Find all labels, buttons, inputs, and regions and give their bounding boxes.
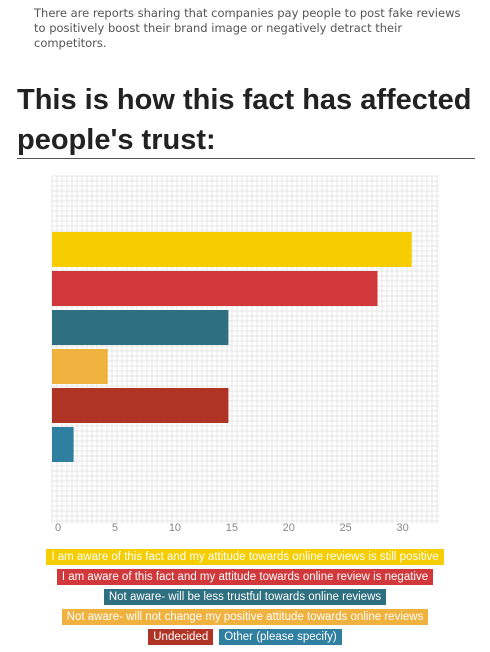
bar-aware-negative[interactable] [52, 271, 378, 306]
legend-row: I am aware of this fact and my attitude … [46, 549, 444, 565]
x-tick-labels: 0 5 10 15 20 25 30 [55, 522, 409, 534]
legend-item-aware-negative[interactable]: I am aware of this fact and my attitude … [56, 569, 434, 585]
bar-not-aware-less-trustful[interactable] [52, 310, 229, 345]
bars-group [52, 232, 412, 462]
x-tick-label: 5 [112, 522, 118, 534]
legend-row: Not aware- will not change my positive a… [61, 609, 429, 625]
bar-chart: 0 5 10 15 20 25 30 [51, 175, 439, 534]
legend-row: I am aware of this fact and my attitude … [56, 569, 434, 585]
x-tick-label: 15 [226, 522, 238, 534]
legend-row: Not aware- will be less trustful towards… [103, 589, 387, 605]
section-heading: This is how this fact has affected peopl… [17, 84, 472, 156]
x-tick-label: 20 [283, 522, 295, 534]
legend-item-not-aware-less-trustful[interactable]: Not aware- will be less trustful towards… [103, 589, 387, 605]
legend: I am aware of this fact and my attitude … [0, 549, 490, 645]
legend-row: Undecided Other (please specify) [148, 629, 342, 645]
bar-not-aware-no-change[interactable] [52, 349, 108, 384]
legend-item-not-aware-no-change[interactable]: Not aware- will not change my positive a… [61, 609, 429, 625]
x-tick-label: 0 [55, 522, 61, 534]
bar-undecided[interactable] [52, 388, 229, 423]
x-tick-label: 30 [396, 522, 408, 534]
plot-background [52, 176, 439, 534]
intro-paragraph: There are reports sharing that companies… [34, 6, 461, 50]
bar-aware-positive[interactable] [52, 232, 412, 267]
bar-other[interactable] [52, 427, 74, 462]
legend-item-undecided[interactable]: Undecided [148, 629, 214, 645]
legend-item-other[interactable]: Other (please specify) [219, 629, 342, 645]
x-tick-label: 10 [169, 522, 181, 534]
x-tick-label: 25 [340, 522, 352, 534]
legend-item-aware-positive[interactable]: I am aware of this fact and my attitude … [46, 549, 444, 565]
heading-divider [17, 158, 475, 159]
